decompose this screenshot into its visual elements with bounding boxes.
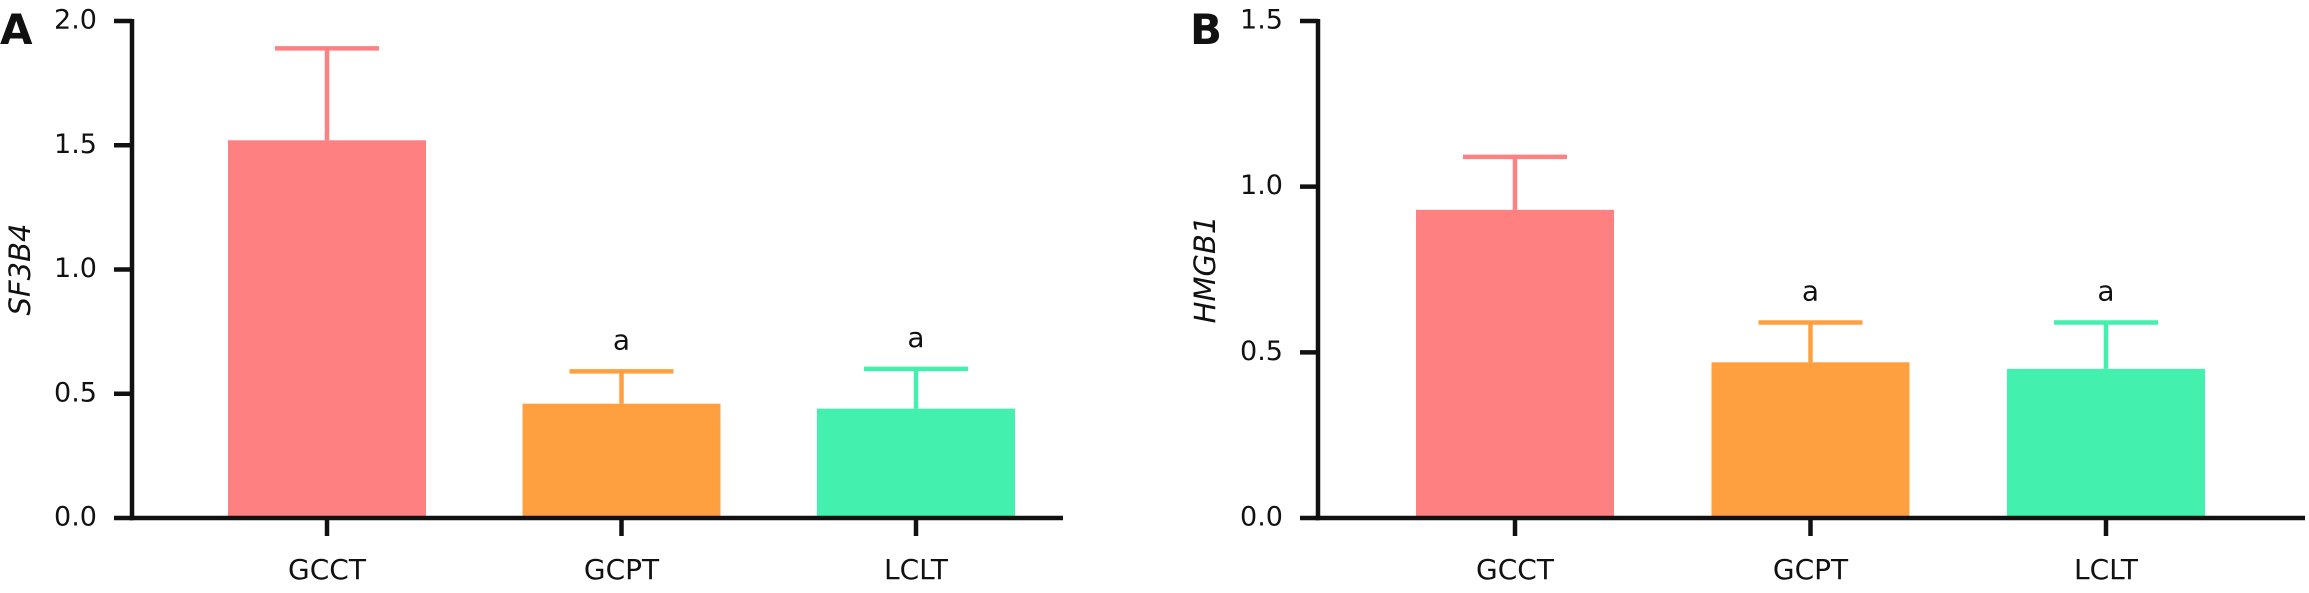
y-tick-label: 1.5	[1240, 5, 1283, 36]
y-axis-label: SF3B4	[3, 224, 37, 316]
panel-a: GCCT a GCPT a LCLT 0.0 0.5 1.0 1.5 2.0 A SF3B4	[0, 5, 1063, 586]
significance-label-lclt: a	[907, 321, 924, 354]
significance-label-gcpt: a	[1802, 275, 1819, 308]
error-bar-gcpt	[569, 369, 674, 404]
y-tick-label: 0.5	[1240, 336, 1283, 367]
y-tick-label: 0.0	[54, 502, 97, 533]
x-tick-label-lclt: LCLT	[884, 553, 949, 586]
y-axis-label: HMGB1	[1188, 216, 1222, 324]
bar-gcpt	[1711, 362, 1910, 518]
x-tick-label-gcct: GCCT	[288, 553, 367, 586]
y-tick-label: 0.0	[1240, 502, 1283, 533]
y-tick-label: 0.5	[54, 377, 97, 408]
x-tick-label-gcpt: GCPT	[1773, 553, 1849, 586]
panel-b: GCCT a GCPT a LCLT 0.0 0.5 1.0 1.5 B HMGB1	[1188, 5, 2305, 586]
panel-label: B	[1190, 5, 1222, 54]
error-bar-gcct	[1463, 154, 1567, 210]
bar-gcct	[1416, 209, 1614, 519]
y-tick-label: 2.0	[54, 5, 97, 36]
panel-label: A	[0, 5, 33, 54]
x-tick-label-gcct: GCCT	[1476, 553, 1555, 586]
bar-gcpt	[522, 403, 721, 518]
y-tick-label: 1.0	[54, 253, 97, 284]
y-tick-label: 1.5	[54, 129, 97, 160]
error-bar-lclt	[2054, 320, 2158, 369]
bar-gcct	[228, 140, 426, 518]
error-bar-lclt	[864, 366, 968, 409]
y-tick-label: 1.0	[1240, 170, 1283, 201]
error-bar-gcpt	[1758, 320, 1863, 363]
x-tick-label-lclt: LCLT	[2074, 553, 2139, 586]
bar-lclt	[817, 408, 1015, 518]
bar-lclt	[2007, 368, 2205, 518]
error-bar-gcct	[275, 46, 379, 141]
significance-label-lclt: a	[2097, 275, 2114, 308]
significance-label-gcpt: a	[613, 323, 630, 356]
x-tick-label-gcpt: GCPT	[584, 553, 660, 586]
